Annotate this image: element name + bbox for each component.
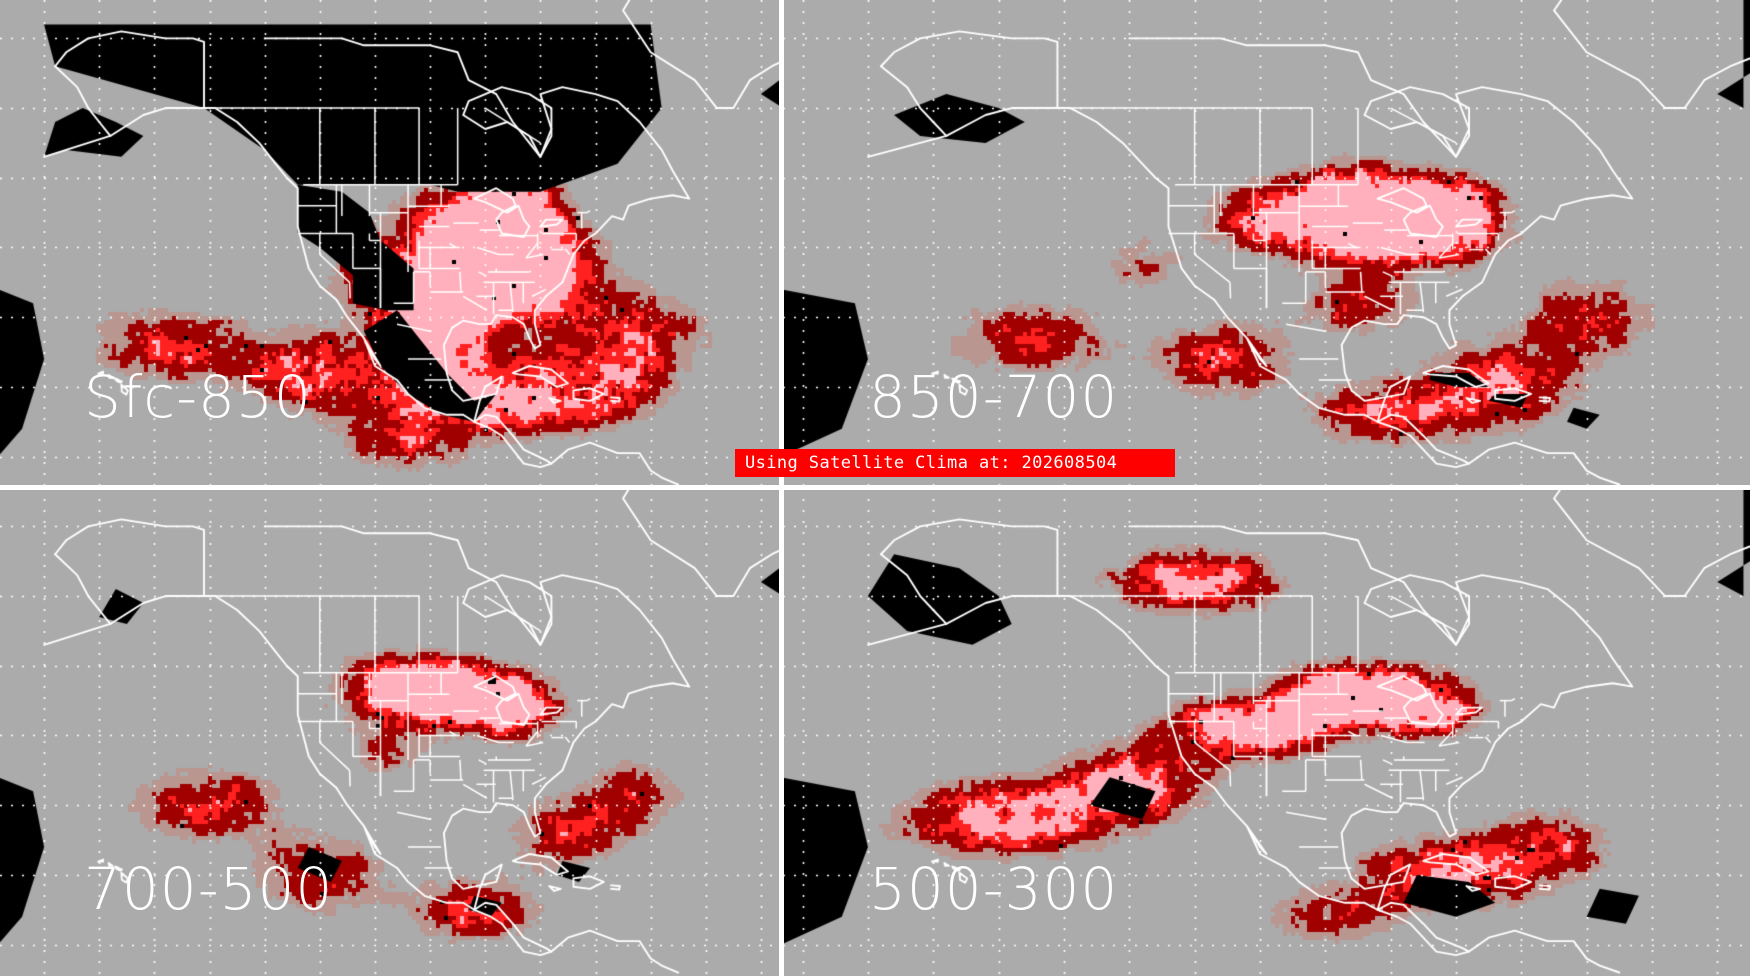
panel-500-300[interactable]: 500-300 xyxy=(783,488,1750,976)
map-canvas-500-300[interactable] xyxy=(783,488,1750,976)
panel-sfc-850[interactable]: Sfc-850 xyxy=(0,0,783,488)
map-canvas-700-500[interactable] xyxy=(0,488,783,976)
panel-700-500[interactable]: 700-500 xyxy=(0,488,783,976)
map-canvas-850-700[interactable] xyxy=(783,0,1750,488)
map-canvas-sfc-850[interactable] xyxy=(0,0,783,488)
status-banner: Using Satellite Clima at: 202608504 xyxy=(735,449,1175,477)
panel-850-700[interactable]: 850-700 xyxy=(783,0,1750,488)
